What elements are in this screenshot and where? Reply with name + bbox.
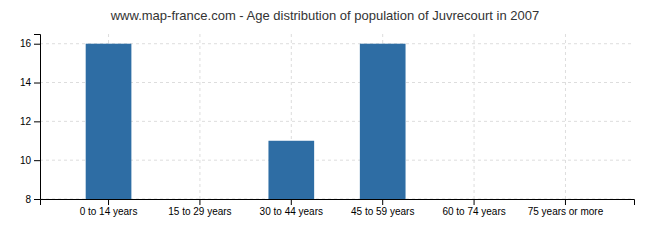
tick: 14 — [20, 77, 40, 88]
bar — [360, 44, 406, 199]
tick-mark — [34, 199, 40, 200]
tick-mark — [34, 44, 40, 45]
chart: www.map-france.com - Age distribution of… — [0, 0, 650, 229]
tick-label: 14 — [20, 77, 32, 88]
grid — [40, 34, 634, 199]
tick: 60 to 74 years — [442, 199, 505, 217]
tick-label: 16 — [20, 38, 32, 49]
axis-line — [34, 35, 41, 200]
tick-mark — [474, 199, 475, 205]
tick-mark — [34, 160, 40, 161]
tick-label: 45 to 59 years — [351, 206, 414, 217]
tick: 15 to 29 years — [168, 199, 231, 217]
tick-mark — [34, 83, 40, 84]
tick-mark — [565, 199, 566, 205]
tick-mark — [291, 199, 292, 205]
plot: 8 10 12 14 16 0 to 14 years 15 to 29 years 30 t… — [20, 34, 635, 217]
tick-mark — [199, 199, 200, 205]
tick: 0 to 14 years — [80, 199, 138, 217]
bar — [177, 199, 223, 200]
tick: 30 to 44 years — [260, 199, 323, 217]
bar — [451, 199, 497, 200]
tick-label: 75 years or more — [528, 206, 604, 217]
tick-label: 10 — [20, 155, 32, 166]
tick-mark — [34, 121, 40, 122]
tick-label: 15 to 29 years — [168, 206, 231, 217]
tick-label: 0 to 14 years — [80, 206, 138, 217]
tick-mark — [382, 199, 383, 205]
axis-line — [41, 200, 635, 206]
tick: 45 to 59 years — [351, 199, 414, 217]
x-axis: 0 to 14 years 15 to 29 years 30 to 44 year… — [41, 199, 635, 217]
title: www.map-france.com - Age distribution of… — [110, 8, 540, 23]
tick: 75 years or more — [528, 199, 604, 217]
tick-label: 60 to 74 years — [442, 206, 505, 217]
y-axis: 8 10 12 14 16 — [20, 35, 41, 205]
tick: 8 — [25, 194, 40, 205]
tick-label: 12 — [20, 116, 32, 127]
grid-line — [199, 34, 200, 199]
bar — [86, 44, 132, 199]
grid-line — [565, 34, 566, 199]
tick: 10 — [20, 155, 40, 166]
tick: 16 — [20, 38, 40, 49]
tick-label: 8 — [25, 194, 31, 205]
bars — [86, 44, 406, 199]
bar — [543, 199, 589, 200]
tick: 12 — [20, 116, 40, 127]
tick-label: 30 to 44 years — [260, 206, 323, 217]
bar — [268, 141, 314, 199]
grid-line — [474, 34, 475, 199]
tick-mark — [108, 199, 109, 205]
